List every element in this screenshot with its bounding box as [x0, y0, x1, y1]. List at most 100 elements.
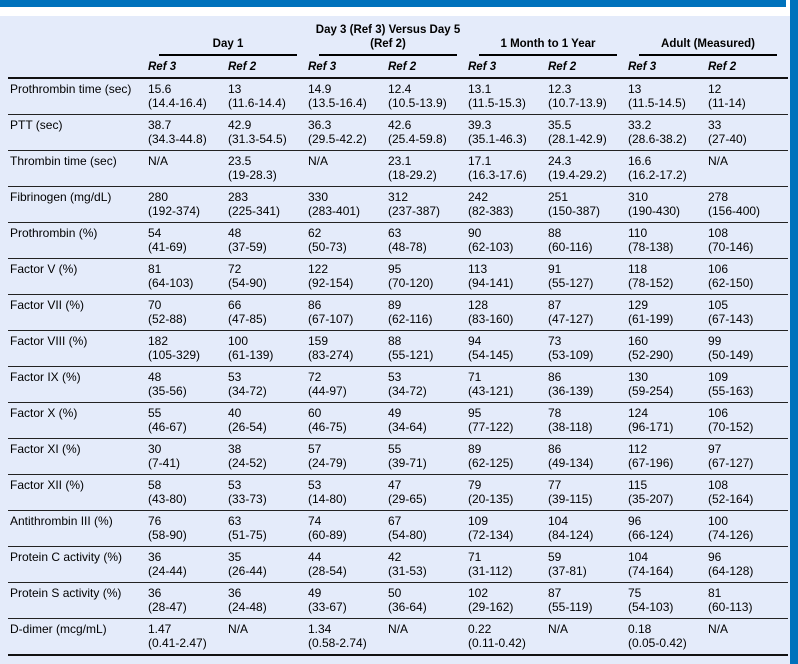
column-group-label: Day 3 (Ref 3) Versus Day 5 [315, 24, 461, 36]
cell-value: 106 [708, 406, 729, 420]
value-cell: 74 (60-89) [308, 510, 388, 547]
cell-range: (35.1-46.3) [468, 132, 527, 146]
cell-range: (83-160) [468, 312, 514, 326]
value-cell: 89 (62-116) [388, 294, 468, 331]
value-cell: 71 (31-112) [468, 546, 548, 583]
cell-range: (55-163) [708, 384, 754, 398]
cell-value: 104 [548, 514, 569, 528]
ref-column-header: Ref 3 [468, 56, 548, 79]
ref-header-row: Ref 3 Ref 2 Ref 3 Ref 2 Ref 3 Ref 2 Ref 3 Ref 2 [8, 56, 788, 79]
row-label: Protein S activity (%) [8, 582, 148, 619]
value-cell: 112 (67-196) [628, 438, 708, 475]
cell-range: (96-171) [628, 420, 674, 434]
cell-range: (35-56) [148, 384, 187, 398]
cell-range: (51-75) [228, 528, 267, 542]
cell-value: 63 [388, 226, 402, 240]
cell-value: 79 [468, 478, 482, 492]
value-cell: 14.9 (13.5-16.4) [308, 77, 388, 115]
cell-value: 115 [628, 478, 648, 492]
value-cell: N/A [708, 150, 788, 187]
cell-range: (52-290) [628, 348, 674, 362]
value-cell: 129 (61-199) [628, 294, 708, 331]
cell-range: (31-112) [468, 564, 513, 578]
cell-range: (16.3-17.6) [468, 168, 527, 182]
cell-value: 106 [708, 262, 729, 276]
value-cell: 17.1 (16.3-17.6) [468, 150, 548, 187]
cell-range: (48-78) [388, 240, 427, 254]
value-cell: 35 (26-44) [228, 546, 308, 583]
cell-value: 12 [708, 82, 722, 96]
cell-range: (7-41) [148, 456, 181, 470]
cell-range: (156-400) [708, 204, 761, 218]
value-cell: N/A [388, 618, 468, 656]
value-cell: 1.34 (0.58-2.74) [308, 618, 388, 656]
cell-range: (62-116) [388, 312, 433, 326]
cell-value: 87 [548, 586, 562, 600]
table-row: Factor V (%) 81 (64-103) 72 (54-90) 122 (92-15… [8, 258, 788, 295]
value-cell: 66 (47-85) [228, 294, 308, 331]
cell-range: (29-162) [468, 600, 514, 614]
cell-range: (19-28.3) [228, 168, 277, 182]
value-cell: 124 (96-171) [628, 402, 708, 439]
cell-range: (39-115) [548, 492, 593, 506]
cell-value: 53 [228, 370, 242, 384]
cell-value: 312 [388, 190, 409, 204]
row-label: Antithrombin III (%) [8, 510, 148, 547]
value-cell: 75 (54-103) [628, 582, 708, 619]
value-cell: 86 (67-107) [308, 294, 388, 331]
table-row: Fibrinogen (mg/dL) 280 (192-374) 283 (225-34… [8, 186, 788, 223]
cell-range: (31.3-54.5) [228, 132, 287, 146]
cell-value: 33 [708, 118, 722, 132]
cell-range: (31-53) [388, 564, 427, 578]
cell-value: 71 [468, 370, 482, 384]
cell-value: 100 [228, 334, 249, 348]
cell-value: 76 [148, 514, 162, 528]
cell-value: 104 [628, 550, 649, 564]
value-cell: 87 (55-119) [548, 582, 628, 619]
cell-value: 86 [548, 442, 562, 456]
value-cell: 89 (62-125) [468, 438, 548, 475]
value-cell: 12.4 (10.5-13.9) [388, 77, 468, 115]
cell-range: (150-387) [548, 204, 601, 218]
cell-value: 108 [708, 478, 729, 492]
row-label: Factor IX (%) [8, 366, 148, 403]
value-cell: 280 (192-374) [148, 186, 228, 223]
cell-range: (0.11-0.42) [468, 636, 526, 650]
right-accent-bar [790, 0, 798, 664]
cell-range: (70-120) [388, 276, 434, 290]
cell-value: 74 [308, 514, 322, 528]
cell-range: (46-67) [148, 420, 187, 434]
cell-range: (47-85) [228, 312, 267, 326]
value-cell: 100 (74-126) [708, 510, 788, 547]
cell-value: 86 [548, 370, 562, 384]
value-cell: 1.47 (0.41-2.47) [148, 618, 228, 656]
value-cell: 88 (60-116) [548, 222, 628, 259]
cell-range: (67-127) [708, 456, 754, 470]
cell-value: 38.7 [148, 118, 172, 132]
row-label: Factor XI (%) [8, 438, 148, 475]
value-cell: 38.7 (34.3-44.8) [148, 114, 228, 151]
cell-value: 122 [308, 262, 329, 276]
cell-range: (36-64) [388, 600, 427, 614]
value-cell: 105 (67-143) [708, 294, 788, 331]
ref-column-header: Ref 3 [308, 56, 388, 79]
cell-range: (70-152) [708, 420, 754, 434]
cell-range: (62-103) [468, 240, 514, 254]
cell-range: (55-119) [548, 600, 593, 614]
value-cell: 59 (37-81) [548, 546, 628, 583]
cell-value: 53 [388, 370, 402, 384]
table-row: Factor IX (%) 48 (35-56) 53 (34-72) 72 (44-97)… [8, 366, 788, 403]
cell-range: (26-54) [228, 420, 267, 434]
cell-range: (37-59) [228, 240, 267, 254]
cell-value: N/A [548, 622, 569, 636]
cell-value: 35 [228, 550, 242, 564]
row-label: Factor XII (%) [8, 474, 148, 511]
table-row: D-dimer (mcg/mL) 1.47 (0.41-2.47) N/A 1.34 (0… [8, 618, 788, 656]
cell-value: 75 [628, 586, 642, 600]
cell-range: (92-154) [308, 276, 354, 290]
value-cell: 128 (83-160) [468, 294, 548, 331]
value-cell: 86 (49-134) [548, 438, 628, 475]
table-row: Antithrombin III (%) 76 (58-90) 63 (51-75) 74… [8, 510, 788, 547]
cell-range: (60-116) [548, 240, 593, 254]
cell-value: 17.1 [468, 154, 492, 168]
